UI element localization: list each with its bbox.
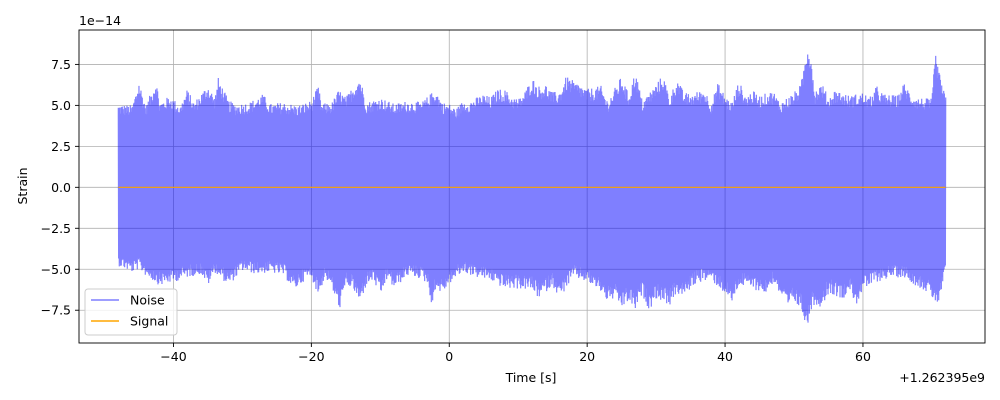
axes-frame [78, 29, 986, 344]
x-tick-label: −20 [298, 349, 324, 364]
y-tick-label: −5.0 [41, 262, 71, 277]
noise-line [117, 54, 947, 323]
x-axis-label: Time [s] [505, 370, 557, 385]
x-tick-label: 20 [579, 349, 595, 364]
x-tick-label: 0 [445, 349, 453, 364]
x-tick-label: 40 [717, 349, 733, 364]
y-tick-label: −2.5 [41, 221, 71, 236]
legend-signal-label: Signal [130, 314, 168, 329]
y-tick-label: 2.5 [51, 139, 71, 154]
legend: Noise Signal [84, 288, 178, 336]
y-tick-label: 5.0 [51, 98, 71, 113]
x-offset-label: +1.262395e9 [899, 370, 985, 385]
y-tick-label: 7.5 [51, 57, 71, 72]
x-axis-ticks: −40 −20 0 20 40 60 [160, 343, 871, 364]
y-axis-ticks: −7.5 −5.0 −2.5 0.0 2.5 5.0 7.5 [41, 57, 79, 318]
legend-noise-label: Noise [130, 293, 165, 308]
x-tick-label: −40 [160, 349, 186, 364]
x-tick-label: 60 [855, 349, 871, 364]
y-axis-label: Strain [15, 167, 30, 204]
noise-series [117, 54, 947, 323]
y-tick-label: 0.0 [51, 180, 71, 195]
axes-spines [78, 29, 986, 344]
y-tick-label: −7.5 [41, 303, 71, 318]
y-scale-offset-label: 1e−14 [79, 13, 121, 28]
